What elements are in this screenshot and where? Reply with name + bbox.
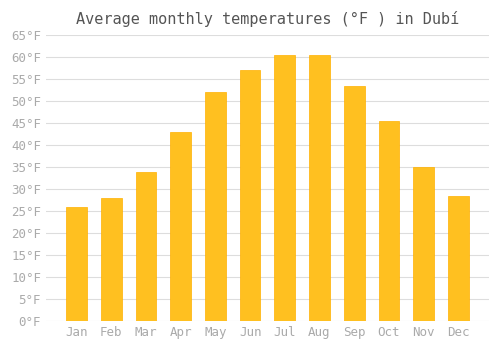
Bar [378, 121, 400, 321]
Bar [309, 55, 330, 321]
Bar [205, 92, 226, 321]
Bar [344, 86, 364, 321]
Bar [448, 196, 469, 321]
Bar [413, 167, 434, 321]
Title: Average monthly temperatures (°F ) in Dubí: Average monthly temperatures (°F ) in Du… [76, 11, 459, 27]
Bar [240, 70, 260, 321]
Bar [274, 55, 295, 321]
Bar [66, 207, 87, 321]
Bar [101, 198, 121, 321]
Bar [170, 132, 191, 321]
Bar [136, 172, 156, 321]
